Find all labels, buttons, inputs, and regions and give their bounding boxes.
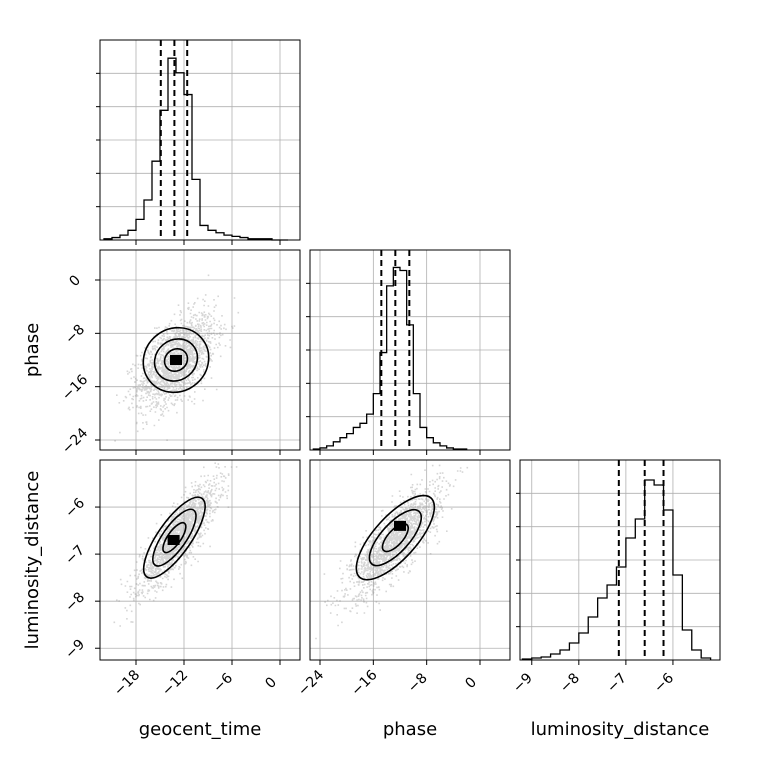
- x-axis-label-geocent_time: geocent_time: [139, 719, 262, 740]
- x-tick-label-phase-1: −16: [348, 667, 380, 699]
- density-peak: [394, 520, 406, 531]
- y-tick-label-phase-1: −16: [59, 372, 91, 404]
- x-tick-label-geocent_time-2: −6: [210, 670, 236, 696]
- y-tick-label-luminosity_distance-0: −9: [62, 636, 88, 662]
- scatter-points: [113, 462, 238, 627]
- panel-geocent_time-vs-luminosity_distance: [113, 462, 238, 627]
- x-tick-label-luminosity_distance-1: −8: [557, 670, 583, 696]
- scatter-points: [100, 274, 240, 442]
- y-axis-label-luminosity_distance: luminosity_distance: [22, 471, 43, 650]
- y-tick-label-phase-3: 0: [66, 272, 84, 290]
- y-tick-label-phase-0: −24: [59, 425, 91, 457]
- contour-level-1: [152, 508, 197, 567]
- x-tick-label-geocent_time-1: −12: [159, 667, 191, 699]
- contour-level-0: [142, 326, 210, 394]
- contour-level-0: [355, 494, 436, 581]
- x-axis-label-luminosity_distance: luminosity_distance: [531, 719, 710, 740]
- y-tick-label-luminosity_distance-2: −7: [62, 542, 88, 568]
- x-tick-label-phase-3: 0: [462, 674, 480, 692]
- x-tick-label-geocent_time-3: 0: [262, 674, 280, 692]
- x-tick-label-luminosity_distance-3: −6: [651, 670, 677, 696]
- histogram-geocent_time: [103, 57, 288, 241]
- scatter-points: [315, 464, 469, 640]
- density-peak: [167, 535, 180, 545]
- x-tick-label-phase-0: −24: [295, 667, 327, 699]
- density-peak: [170, 355, 182, 365]
- y-tick-label-luminosity_distance-1: −8: [62, 589, 88, 615]
- y-axis-label-phase: phase: [22, 323, 43, 377]
- contour-level-1: [153, 338, 199, 382]
- panel-phase-vs-luminosity_distance: [315, 464, 469, 640]
- y-tick-label-phase-2: −8: [62, 322, 88, 348]
- contour-level-0: [142, 496, 206, 579]
- histogram-luminosity_distance: [521, 479, 712, 660]
- panel-geocent_time-vs-phase: [100, 274, 240, 442]
- panel-frame: [99, 249, 301, 451]
- contour-level-2: [381, 523, 410, 553]
- contour-level-2: [162, 521, 187, 554]
- x-tick-label-phase-2: −8: [405, 670, 431, 696]
- x-tick-label-luminosity_distance-0: −9: [510, 670, 536, 696]
- histogram-phase: [312, 266, 468, 450]
- x-axis-label-phase: phase: [383, 719, 437, 740]
- contour-level-1: [368, 508, 422, 567]
- panel-frame: [309, 459, 511, 661]
- y-tick-label-luminosity_distance-3: −6: [62, 495, 88, 521]
- x-tick-label-geocent_time-0: −18: [111, 667, 143, 699]
- contour-level-2: [163, 347, 189, 373]
- x-tick-label-luminosity_distance-2: −7: [604, 670, 630, 696]
- panel-frame: [99, 459, 301, 661]
